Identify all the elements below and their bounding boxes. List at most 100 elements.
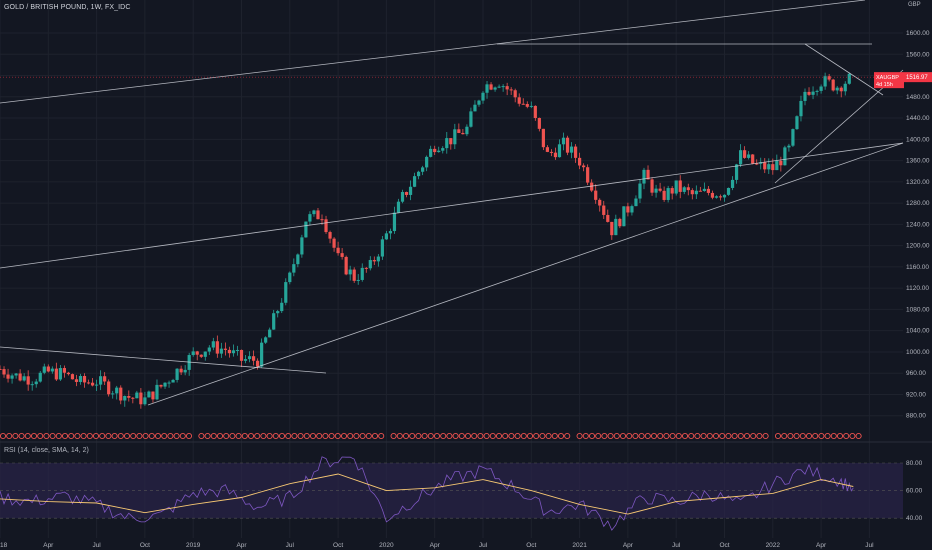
last-price-axis-badge xyxy=(904,72,932,83)
candle-body xyxy=(408,186,413,195)
candle-body xyxy=(586,167,590,183)
candle-body xyxy=(425,156,429,168)
time-tick-label: Oct xyxy=(526,542,536,549)
candle-body xyxy=(66,372,71,375)
event-marker xyxy=(396,432,403,440)
candle-body xyxy=(799,100,803,117)
candle-body xyxy=(34,381,38,385)
event-marker xyxy=(173,432,180,440)
price-tick-label: 1440.00 xyxy=(906,115,930,122)
event-marker xyxy=(520,432,527,440)
candle-body xyxy=(457,129,461,133)
candle-body xyxy=(662,190,666,200)
candle-body xyxy=(815,90,819,92)
candle-body xyxy=(823,76,827,87)
candle-body xyxy=(658,188,662,191)
candle-body xyxy=(646,169,650,180)
event-marker xyxy=(185,432,193,440)
event-marker xyxy=(6,432,13,440)
rsi-indicator-label[interactable]: RSI (14, close, SMA, 14, 2) xyxy=(4,447,89,454)
candle-body xyxy=(578,157,582,166)
event-marker xyxy=(681,432,689,440)
price-tick-label: 1000.00 xyxy=(906,349,930,356)
candle-body xyxy=(268,329,272,338)
candle-body xyxy=(372,260,376,262)
event-marker xyxy=(452,432,459,440)
candle-body xyxy=(219,348,223,354)
event-marker xyxy=(353,432,360,440)
event-marker xyxy=(694,432,701,440)
event-marker xyxy=(812,432,819,440)
candle-body xyxy=(606,214,610,222)
candle-body xyxy=(324,219,328,233)
event-marker xyxy=(223,432,230,440)
candle-body xyxy=(203,351,207,357)
candle-body xyxy=(485,84,489,93)
price-tick-label: 1280.00 xyxy=(906,200,930,207)
candle-body xyxy=(835,87,839,91)
candle-body xyxy=(107,381,111,395)
event-marker xyxy=(229,432,236,440)
event-marker xyxy=(260,432,267,440)
candle-body xyxy=(0,368,2,370)
time-tick-label: Jul xyxy=(672,542,681,549)
candle-body xyxy=(650,179,654,193)
event-marker xyxy=(855,432,862,440)
candle-body xyxy=(654,188,658,193)
candle-body xyxy=(445,138,449,149)
chart-title: GOLD / BRITISH POUND, 1W, FX_IDC xyxy=(4,4,131,11)
candle-body xyxy=(284,282,288,303)
candle-body xyxy=(634,198,638,207)
price-tick-label: 1480.00 xyxy=(906,94,930,101)
candle-body xyxy=(509,89,513,91)
event-marker xyxy=(657,432,664,440)
candle-body xyxy=(843,83,847,92)
price-tick-label: 1400.00 xyxy=(906,136,930,143)
event-marker xyxy=(613,432,620,440)
event-marker xyxy=(446,432,453,440)
candle-body xyxy=(807,91,811,95)
candle-body xyxy=(183,369,187,373)
price-tick-label: 920.00 xyxy=(906,391,926,398)
candle-body xyxy=(2,369,6,375)
time-tick-label: 2020 xyxy=(379,542,394,549)
event-marker xyxy=(743,432,751,440)
candle-body xyxy=(598,199,602,206)
candle-body xyxy=(412,176,417,187)
candle-body xyxy=(678,180,682,192)
candle-body xyxy=(525,104,529,107)
candle-body xyxy=(30,384,34,386)
event-marker xyxy=(347,432,354,440)
candle-body xyxy=(449,138,453,145)
event-marker xyxy=(526,432,534,440)
candle-body xyxy=(86,382,91,384)
event-marker xyxy=(0,432,7,440)
event-marker xyxy=(712,432,720,440)
event-marker xyxy=(378,432,385,440)
event-marker xyxy=(80,432,87,440)
price-tick-label: 1240.00 xyxy=(906,221,930,228)
candle-body xyxy=(332,238,336,248)
candle-body xyxy=(276,311,280,314)
trendline xyxy=(0,142,904,269)
event-marker xyxy=(49,432,56,440)
event-marker xyxy=(805,432,813,440)
event-marker xyxy=(533,432,540,440)
event-marker xyxy=(241,432,248,440)
event-marker xyxy=(706,432,713,440)
candle-body xyxy=(734,164,739,180)
event-marker xyxy=(471,432,478,440)
event-marker xyxy=(595,432,602,440)
candle-body xyxy=(384,233,388,240)
event-marker xyxy=(216,432,224,440)
candle-body xyxy=(666,188,670,200)
candle-body xyxy=(477,100,481,105)
price-axis-unit: GBP xyxy=(908,2,921,8)
candle-body xyxy=(70,374,75,380)
candle-body xyxy=(775,160,779,171)
candle-body xyxy=(557,144,562,158)
candle-body xyxy=(58,368,62,380)
event-marker xyxy=(799,432,806,440)
candle-body xyxy=(686,187,690,191)
